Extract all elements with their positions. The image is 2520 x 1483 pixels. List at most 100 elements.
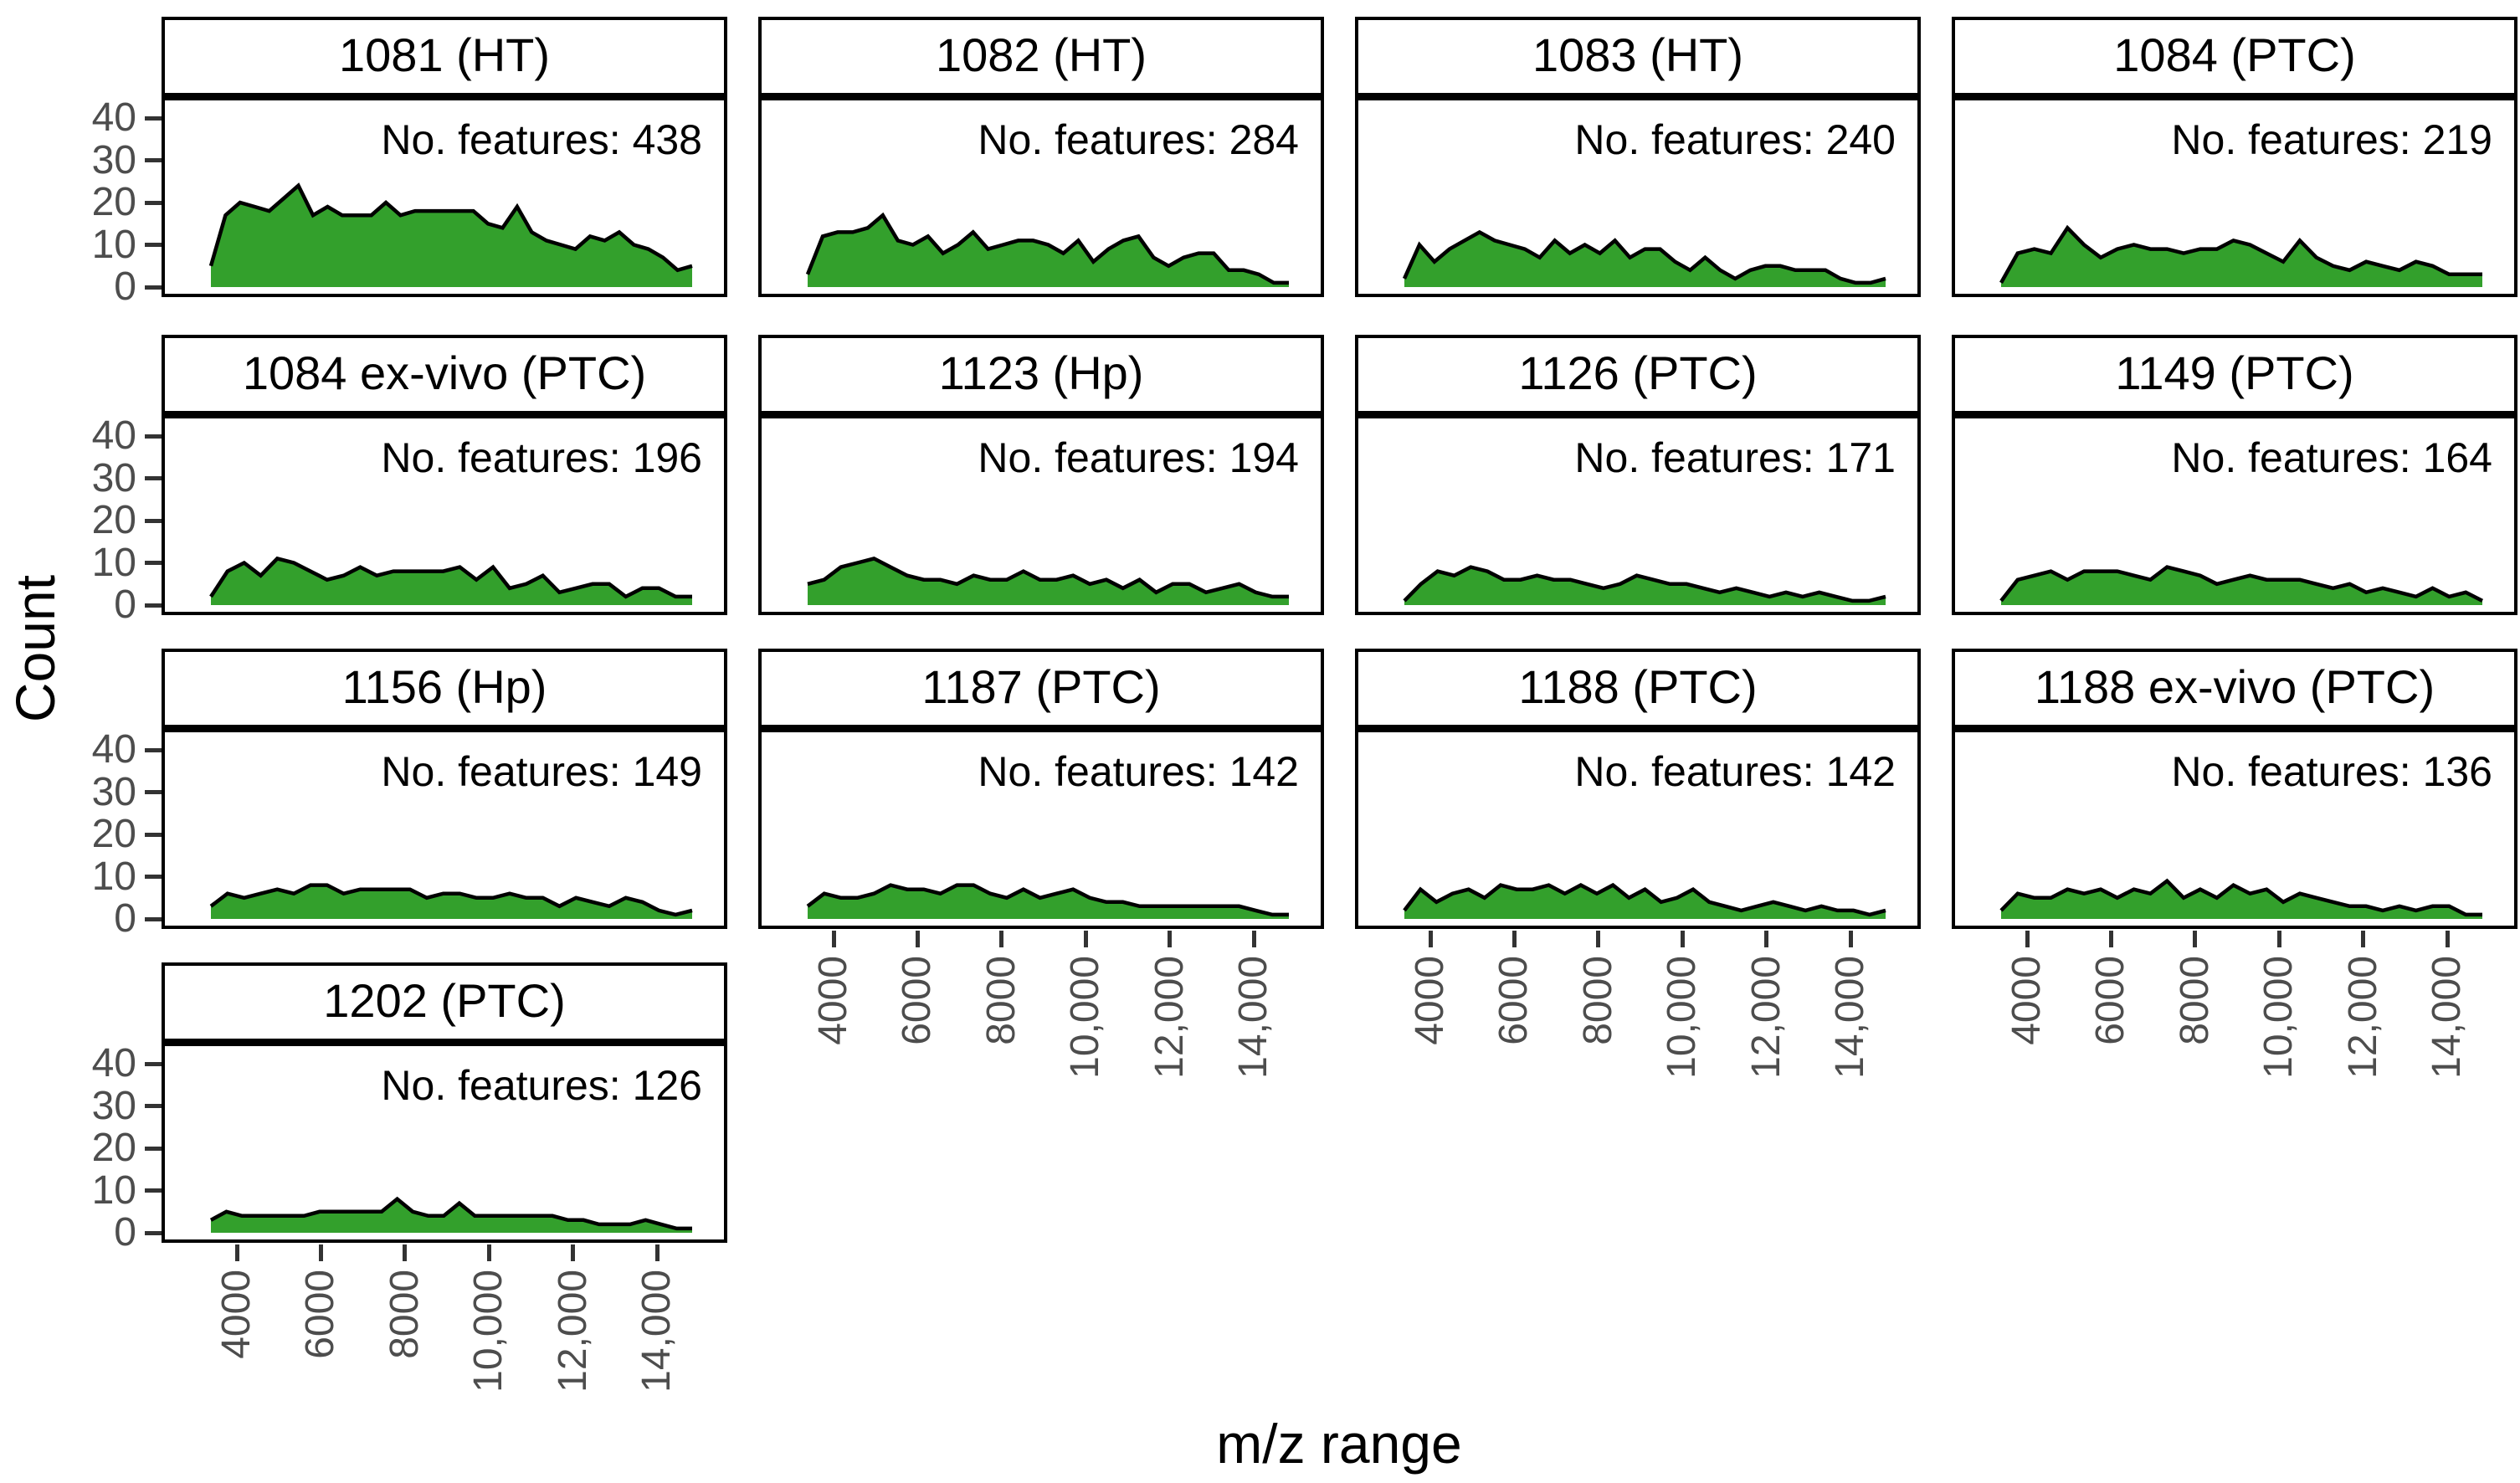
x-tick-label: 14,000 — [2425, 956, 2469, 1079]
y-tick-label: 0 — [114, 582, 136, 627]
x-tick-label: 8000 — [2172, 956, 2217, 1045]
y-tick-label: 10 — [91, 540, 136, 585]
facet-panel: No. features: 164 — [1952, 418, 2517, 615]
area-plot-svg — [208, 182, 693, 287]
x-tick-label: 12,000 — [1743, 956, 1789, 1079]
y-tick-label: 40 — [91, 95, 136, 140]
y-tick-mark — [145, 1104, 162, 1108]
x-tick-label: 14,000 — [1828, 956, 1872, 1079]
x-tick-mark — [2361, 931, 2366, 947]
facet: 1081 (HT) No. features: 438 — [162, 17, 727, 297]
x-tick-mark — [571, 1244, 576, 1261]
facet-panel: No. features: 219 — [1952, 100, 2517, 297]
area-outline — [1403, 565, 1886, 603]
x-tick-label: 8000 — [1575, 956, 1620, 1045]
x-tick-label: 10,000 — [466, 1270, 511, 1393]
area-outline — [1999, 565, 2484, 603]
y-tick-mark — [145, 1146, 162, 1151]
x-tick-mark — [999, 931, 1004, 947]
area-fill — [2001, 880, 2482, 919]
facet-strip: 1149 (PTC) — [1952, 335, 2517, 418]
facet-strip: 1187 (PTC) — [758, 649, 1324, 732]
facet-strip: 1126 (PTC) — [1355, 335, 1921, 418]
area-outline — [209, 1196, 692, 1231]
area-plot-svg — [807, 557, 1289, 605]
facet-strip: 1188 (PTC) — [1355, 649, 1921, 732]
area-fill — [211, 558, 692, 605]
area-plot-svg — [1999, 224, 2482, 287]
x-tick-mark — [2025, 931, 2030, 947]
area-outline — [807, 557, 1289, 599]
x-tick-mark — [1168, 931, 1173, 947]
area-fill — [2001, 228, 2482, 287]
x-tick-label: 12,000 — [2340, 956, 2385, 1079]
area-fill — [2001, 567, 2482, 605]
facet-panel: No. features: 149 — [162, 732, 727, 929]
feature-count-annotation: No. features: 171 — [1574, 434, 1896, 481]
facet-title: 1188 ex-vivo (PTC) — [2034, 659, 2435, 713]
feature-count-annotation: No. features: 219 — [2171, 116, 2492, 163]
area-plot-svg — [1999, 878, 2482, 919]
x-tick-mark — [318, 1244, 323, 1261]
x-tick-mark — [915, 931, 920, 947]
facet-title: 1081 (HT) — [338, 28, 551, 81]
facet-strip: 1084 (PTC) — [1952, 17, 2517, 100]
y-tick-label: 0 — [114, 896, 136, 941]
facet-title: 1083 (HT) — [1532, 28, 1744, 81]
y-tick-mark — [145, 1188, 162, 1193]
x-tick-mark — [2193, 931, 2198, 947]
facet: 1084 (PTC) No. features: 219 — [1952, 17, 2517, 297]
feature-count-annotation: No. features: 240 — [1574, 116, 1896, 163]
area-fill — [1404, 885, 1886, 919]
x-tick-mark — [2276, 931, 2281, 947]
y-tick-label: 0 — [114, 264, 136, 309]
facet-strip: 1123 (Hp) — [758, 335, 1324, 418]
facet-title: 1156 (Hp) — [341, 659, 547, 713]
x-tick-mark — [486, 1244, 491, 1261]
area-outline — [1402, 229, 1886, 285]
feature-count-annotation: No. features: 196 — [381, 434, 702, 481]
facet-title: 1082 (HT) — [935, 28, 1147, 81]
area-plot-svg — [1402, 229, 1886, 287]
x-tick-label: 10,000 — [1063, 956, 1108, 1079]
facet-strip: 1156 (Hp) — [162, 649, 727, 732]
x-tick-mark — [234, 1244, 239, 1261]
facet-panel: No. features: 196 — [162, 418, 727, 615]
y-tick-mark — [145, 285, 162, 290]
facet: 1083 (HT) No. features: 240 — [1355, 17, 1921, 297]
x-tick-mark — [1848, 931, 1853, 947]
facet-panel: No. features: 136 — [1952, 732, 2517, 929]
facet: 1082 (HT) No. features: 284 — [758, 17, 1324, 297]
y-tick-mark — [145, 561, 162, 565]
y-tick-mark — [145, 1230, 162, 1235]
facet-title: 1126 (PTC) — [1518, 346, 1758, 399]
facet: 1187 (PTC) No. features: 142 — [758, 649, 1324, 929]
x-tick-label: 4000 — [811, 956, 855, 1045]
facet: 1149 (PTC) No. features: 164 — [1952, 335, 2517, 615]
area-outline — [209, 556, 692, 599]
facet: 1188 ex-vivo (PTC) No. features: 136 — [1952, 649, 2517, 929]
facet: 1202 (PTC) No. features: 126 — [162, 962, 727, 1243]
feature-count-annotation: No. features: 142 — [978, 748, 1299, 795]
facet-title: 1188 (PTC) — [1518, 659, 1758, 713]
x-tick-label: 6000 — [1491, 956, 1537, 1045]
area-plot-svg — [209, 883, 693, 919]
area-plot-svg — [805, 212, 1289, 287]
facet-strip: 1082 (HT) — [758, 17, 1324, 100]
x-tick-label: 4000 — [1408, 956, 1452, 1045]
y-tick-label: 40 — [91, 413, 136, 458]
x-tick-label: 14,000 — [1231, 956, 1275, 1079]
facet-panel: No. features: 126 — [162, 1046, 727, 1243]
feature-count-annotation: No. features: 149 — [381, 748, 702, 795]
x-tick-label: 12,000 — [1147, 956, 1192, 1079]
y-tick-label: 10 — [91, 222, 136, 267]
facet-title: 1202 (PTC) — [323, 973, 566, 1027]
feature-count-annotation: No. features: 136 — [2171, 748, 2492, 795]
facet-strip: 1084 ex-vivo (PTC) — [162, 335, 727, 418]
y-tick-mark — [145, 832, 162, 837]
y-tick-mark — [145, 916, 162, 921]
area-outline — [209, 883, 693, 917]
area-outline — [806, 883, 1289, 917]
feature-count-annotation: No. features: 438 — [381, 116, 702, 163]
